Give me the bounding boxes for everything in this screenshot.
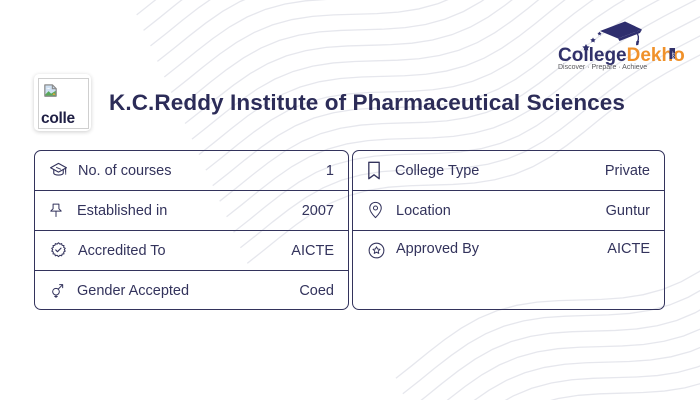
svg-text:CollegeDekho: CollegeDekho (558, 45, 685, 66)
svg-text:Discover · Prepare · Achieve: Discover · Prepare · Achieve (558, 64, 647, 71)
svg-text:.com: .com (671, 51, 676, 61)
